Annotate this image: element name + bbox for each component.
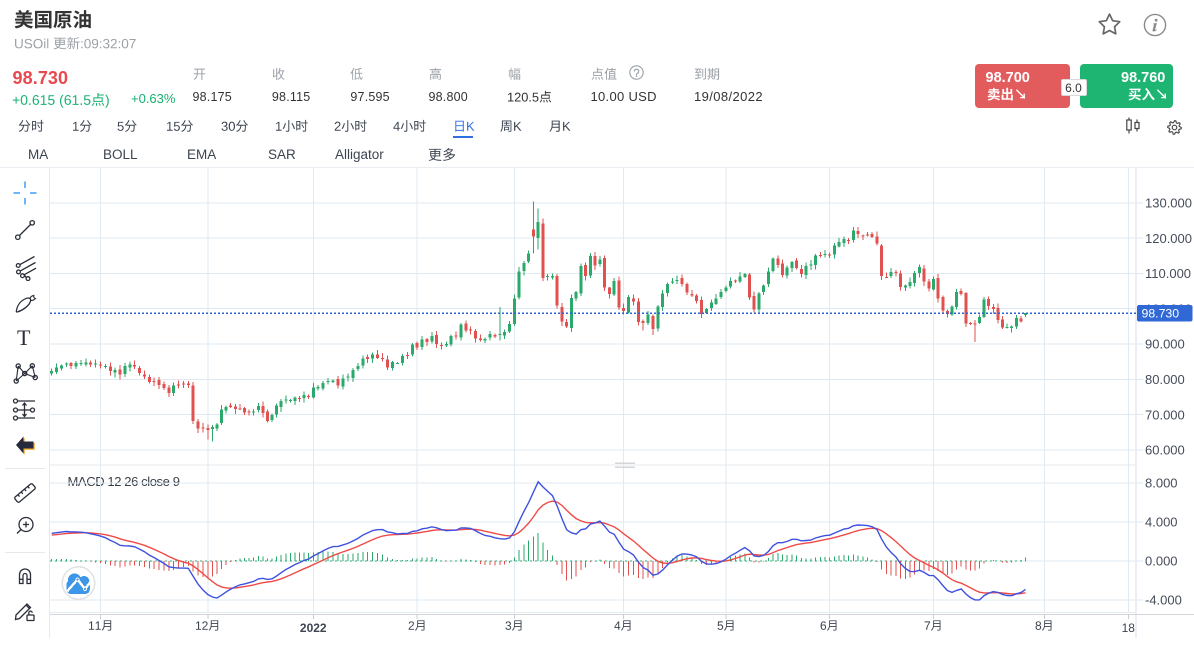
svg-text:90.000: 90.000 xyxy=(1145,337,1185,352)
svg-text:8.000: 8.000 xyxy=(1145,476,1178,491)
svg-text:60.000: 60.000 xyxy=(1145,443,1185,458)
svg-text:110.000: 110.000 xyxy=(1145,266,1191,281)
svg-text:0.000: 0.000 xyxy=(1145,554,1178,569)
svg-text:70.000: 70.000 xyxy=(1145,407,1185,422)
svg-text:120.000: 120.000 xyxy=(1145,231,1192,246)
svg-text:4.000: 4.000 xyxy=(1145,515,1178,530)
svg-text:130.000: 130.000 xyxy=(1145,196,1192,211)
svg-text:98.730: 98.730 xyxy=(1142,307,1180,321)
svg-text:-4.000: -4.000 xyxy=(1145,593,1182,608)
svg-text:80.000: 80.000 xyxy=(1145,372,1185,387)
